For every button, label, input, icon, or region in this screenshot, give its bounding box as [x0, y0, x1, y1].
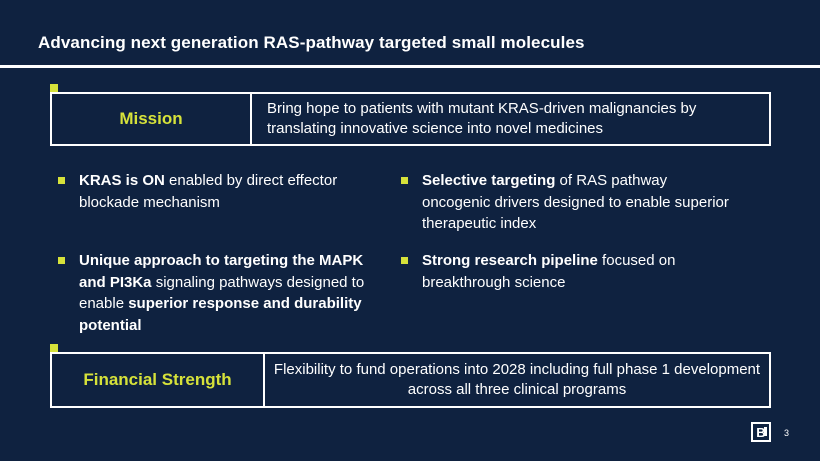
financial-strength-label: Financial Strength	[83, 370, 232, 389]
bullet-text: KRAS is ON enabled by direct effector bl…	[79, 172, 337, 211]
logo-letter: B	[756, 424, 766, 440]
bullet-body-text: of RAS pathway oncogenic drivers designe…	[422, 172, 729, 232]
bullet-research-pipeline: Strong research pipeline focused on brea…	[401, 250, 731, 293]
page-number: 3	[784, 428, 790, 438]
logo-bar	[764, 427, 767, 436]
bullet-text: Strong research pipeline focused on brea…	[422, 252, 675, 291]
mission-box: Mission Bring hope to patients with muta…	[50, 84, 771, 146]
bullet-bold-text: Unique approach to targeting the MAPK an…	[79, 252, 364, 291]
bullet-bold-text: superior response and durability potenti…	[79, 295, 362, 334]
financial-divider	[263, 354, 265, 406]
bullet-body-text: signaling pathways designed to enable	[79, 273, 365, 313]
mission-divider	[250, 94, 252, 144]
bullet-square-icon	[401, 177, 408, 184]
mission-text: Bring hope to patients with mutant KRAS-…	[267, 100, 697, 137]
bullet-bold-text: Strong research pipeline	[422, 252, 598, 269]
financial-strength-text: Flexibility to fund operations into 2028…	[273, 361, 761, 398]
financial-strength-box: Financial Strength Flexibility to fund o…	[50, 344, 771, 408]
bullet-square-icon	[58, 177, 65, 184]
bullet-unique-approach: Unique approach to targeting the MAPK an…	[58, 250, 388, 336]
bullet-text: Unique approach to targeting the MAPK an…	[79, 252, 364, 334]
slide-title: Advancing next generation RAS-pathway ta…	[38, 33, 585, 52]
bullet-text: Selective targeting of RAS pathway oncog…	[422, 172, 729, 232]
bullet-square-icon	[401, 257, 408, 264]
company-logo-icon: B	[751, 422, 771, 442]
mission-label: Mission	[119, 109, 183, 128]
bullet-bold-text: Selective targeting	[422, 172, 556, 189]
title-rule	[0, 65, 820, 68]
bullet-bold-text: KRAS is ON	[79, 172, 165, 189]
bullet-body-text: focused on breakthrough science	[422, 252, 676, 291]
bullet-kras-on: KRAS is ON enabled by direct effector bl…	[58, 170, 388, 213]
bullet-body-text: enabled by direct effector blockade mech…	[79, 172, 338, 211]
bullet-square-icon	[58, 257, 65, 264]
bullet-selective-targeting: Selective targeting of RAS pathway oncog…	[401, 170, 731, 235]
accent-square-icon	[50, 84, 58, 92]
accent-square-icon	[50, 344, 58, 352]
